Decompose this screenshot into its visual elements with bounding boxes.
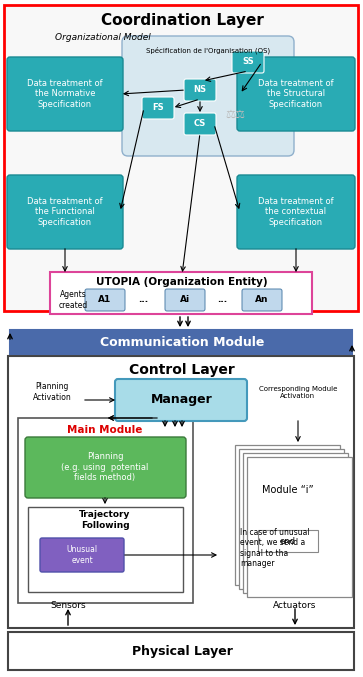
FancyBboxPatch shape bbox=[184, 113, 216, 135]
Text: Physical Layer: Physical Layer bbox=[131, 645, 232, 657]
FancyBboxPatch shape bbox=[184, 79, 216, 101]
Text: In case of unusual
event, we send a
signal to tha
manager: In case of unusual event, we send a sign… bbox=[240, 528, 310, 568]
Text: Ai: Ai bbox=[180, 295, 190, 305]
Bar bbox=[28, 507, 183, 592]
Text: Main Module: Main Module bbox=[67, 425, 143, 435]
Text: Data treatment of
the Structural
Specification: Data treatment of the Structural Specifi… bbox=[258, 79, 334, 109]
Text: Sensors: Sensors bbox=[50, 601, 86, 611]
Bar bbox=[18, 418, 193, 603]
Text: Manager: Manager bbox=[151, 393, 213, 406]
Text: Organizational Model: Organizational Model bbox=[55, 33, 151, 43]
Bar bbox=[8, 356, 354, 628]
FancyBboxPatch shape bbox=[142, 97, 174, 119]
Bar bbox=[8, 632, 354, 670]
Bar bbox=[10, 330, 352, 354]
FancyBboxPatch shape bbox=[85, 289, 125, 311]
Bar bbox=[247, 457, 352, 597]
FancyBboxPatch shape bbox=[242, 289, 282, 311]
Text: Module “i”: Module “i” bbox=[262, 485, 314, 495]
Text: end: end bbox=[280, 536, 296, 546]
FancyBboxPatch shape bbox=[40, 538, 124, 572]
Text: Planning
(e.g. using  potential
fields method): Planning (e.g. using potential fields me… bbox=[61, 452, 149, 482]
Bar bbox=[50, 272, 312, 314]
Text: ⚖⚖: ⚖⚖ bbox=[225, 110, 245, 120]
FancyBboxPatch shape bbox=[232, 51, 264, 73]
Text: A1: A1 bbox=[98, 295, 112, 305]
Text: SS: SS bbox=[242, 58, 254, 66]
FancyBboxPatch shape bbox=[237, 57, 355, 131]
Text: Unusual
event: Unusual event bbox=[66, 545, 98, 565]
Text: Communication Module: Communication Module bbox=[100, 336, 264, 349]
Text: ...: ... bbox=[138, 295, 148, 305]
Text: An: An bbox=[255, 295, 269, 305]
FancyBboxPatch shape bbox=[165, 289, 205, 311]
FancyBboxPatch shape bbox=[122, 36, 294, 156]
Bar bbox=[4, 5, 358, 311]
Text: UTOPIA (Organization Entity): UTOPIA (Organization Entity) bbox=[96, 277, 268, 287]
FancyBboxPatch shape bbox=[25, 437, 186, 498]
Text: ...: ... bbox=[217, 295, 227, 305]
Text: Coordination Layer: Coordination Layer bbox=[101, 12, 264, 28]
Text: Planning
Activation: Planning Activation bbox=[33, 383, 72, 401]
FancyBboxPatch shape bbox=[7, 57, 123, 131]
Text: FS: FS bbox=[152, 104, 164, 112]
Bar bbox=[258, 530, 318, 552]
Text: Data treatment of
the Normative
Specification: Data treatment of the Normative Specific… bbox=[27, 79, 103, 109]
Text: Spécification de l'Organisation (OS): Spécification de l'Organisation (OS) bbox=[146, 46, 270, 53]
FancyBboxPatch shape bbox=[7, 175, 123, 249]
Text: CS: CS bbox=[194, 120, 206, 129]
Bar bbox=[243, 453, 348, 593]
Text: Corresponding Module
Activation: Corresponding Module Activation bbox=[259, 385, 337, 399]
Text: Data treatment of
the contextual
Specification: Data treatment of the contextual Specifi… bbox=[258, 197, 334, 227]
Text: Data treatment of
the Functional
Specification: Data treatment of the Functional Specifi… bbox=[27, 197, 103, 227]
Text: Trajectory
Following: Trajectory Following bbox=[79, 510, 131, 529]
Text: Control Layer: Control Layer bbox=[129, 363, 235, 377]
Text: Actuators: Actuators bbox=[273, 601, 317, 611]
Bar bbox=[239, 449, 344, 589]
Text: NS: NS bbox=[193, 85, 207, 95]
FancyBboxPatch shape bbox=[237, 175, 355, 249]
Bar bbox=[235, 445, 340, 585]
Text: Agents
created: Agents created bbox=[58, 290, 87, 309]
FancyBboxPatch shape bbox=[115, 379, 247, 421]
